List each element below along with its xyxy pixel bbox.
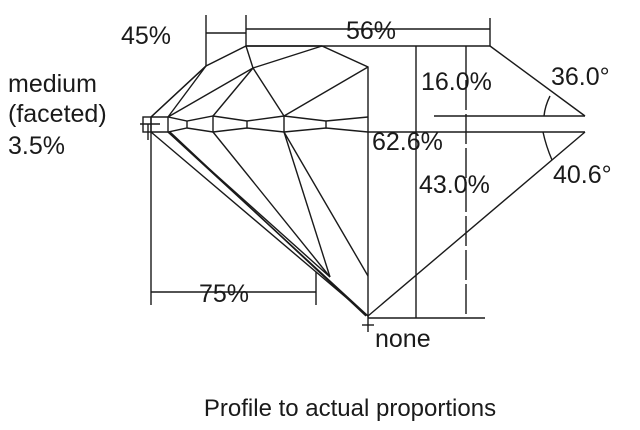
profile-view: [246, 45, 586, 319]
pavilion-depth-label: 43.0%: [419, 171, 490, 199]
crown-facet: [167, 67, 254, 118]
pavilion-angle-arc: [542, 131, 553, 161]
crown-facet: [167, 65, 207, 118]
caption: Profile to actual proportions: [204, 395, 496, 422]
crown-angle-arc: [543, 95, 551, 117]
crown-facet: [245, 45, 254, 69]
crown-facet: [252, 67, 285, 117]
dimension-lines: [140, 15, 491, 332]
pavilion-facet: [283, 131, 369, 277]
crown-facet: [212, 67, 254, 117]
crown-facet: [283, 66, 369, 117]
girdle-top: [151, 115, 369, 122]
girdle-bottom: [151, 127, 369, 133]
star-length-label: 45%: [121, 22, 171, 50]
total-depth-label: 62.6%: [372, 128, 443, 156]
pavilion-facet: [283, 131, 331, 278]
girdle-label-line3: 3.5%: [8, 132, 65, 160]
culet-label: none: [375, 325, 431, 353]
girdle-label-line1: medium: [8, 70, 97, 98]
lower-half-label: 75%: [199, 280, 249, 308]
table-width-label: 56%: [346, 17, 396, 45]
crown-height-label: 16.0%: [421, 68, 492, 96]
pavilion-facet: [212, 131, 331, 278]
pavilion-angle-label: 40.6°: [553, 161, 612, 189]
crown-angle-label: 36.0°: [551, 63, 610, 91]
facet-view: [142, 45, 369, 318]
girdle-label-line2: (faceted): [8, 100, 107, 128]
pavilion-facet: [167, 131, 331, 278]
crown-facet: [252, 45, 323, 69]
crown-facet: [150, 65, 207, 118]
